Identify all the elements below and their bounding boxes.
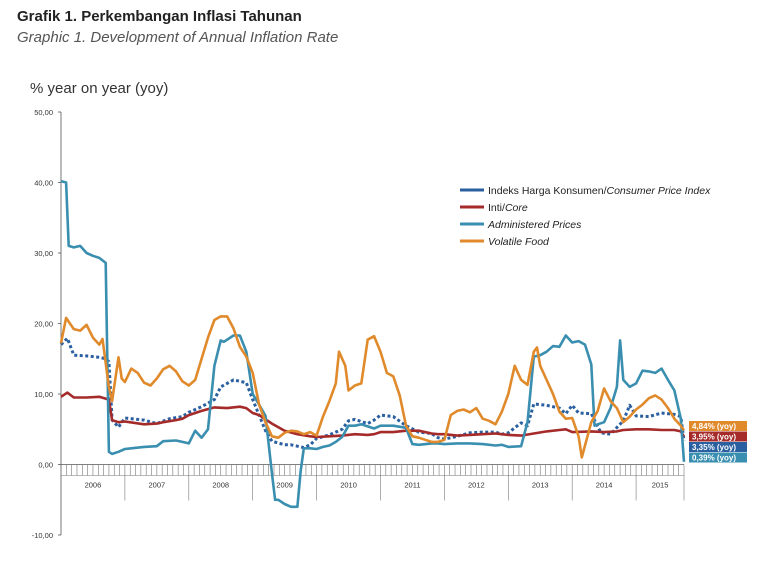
legend-label-volatile: Volatile Food [488,236,550,248]
y-tick-label: -10,00 [32,531,53,540]
end-label-box-administered [689,452,747,463]
x-year-label: 2007 [149,481,166,490]
legend-label-cpi: Indeks Harga Konsumen/Consumer Price Ind… [488,185,711,197]
x-year-label: 2010 [340,481,357,490]
end-label-box-cpi [689,442,747,452]
legend-label-core: Inti/Core [488,202,528,214]
y-tick-label: 50,00 [34,108,53,117]
x-year-label: 2009 [276,481,293,490]
end-label-box-core [689,431,747,442]
end-label-volatile: 4,84% (yoy) [692,422,736,431]
series-line-administered [60,179,686,509]
end-label-core: 3,95% (yoy) [692,433,736,442]
x-year-label: 2013 [532,481,549,490]
x-year-label: 2006 [85,481,102,490]
legend-label-administered: Administered Prices [487,219,582,231]
x-year-label: 2011 [404,481,420,490]
end-value-labels: 4,84% (yoy) 3,95% (yoy)3,35% (yoy) 0,39% (… [689,421,747,463]
x-year-label: 2014 [596,481,613,490]
chart-subtitle: Graphic 1. Development of Annual Inflati… [17,29,339,46]
end-label-cpi: 3,35% (yoy) [692,443,736,452]
y-tick-label: 0,00 [38,461,53,470]
y-tick-label: 10,00 [34,390,53,399]
legend: Indeks Harga Konsumen/Consumer Price Ind… [460,185,711,248]
end-label-box-volatile [689,421,747,431]
x-year-label: 2015 [652,481,669,490]
x-year-label: 2012 [468,481,485,490]
y-tick-label: 30,00 [34,249,53,258]
end-label-administered: 0,39% (yoy) [692,454,736,463]
y-tick-label: 20,00 [34,320,53,329]
x-year-label: 2008 [212,481,229,490]
series-lines-group [59,179,686,509]
y-tick-label: 40,00 [34,179,53,188]
chart-title: Grafik 1. Perkembangan Inflasi Tahunan [17,8,302,25]
axes-group: 50,00 40,00 30,00 20,00 10,00 0,00 -10,00 2006 2… [32,108,685,540]
y-axis-unit-label: % year on year (yoy) [30,80,169,97]
series-line-volatile [59,315,686,459]
series-line-core [60,391,686,439]
